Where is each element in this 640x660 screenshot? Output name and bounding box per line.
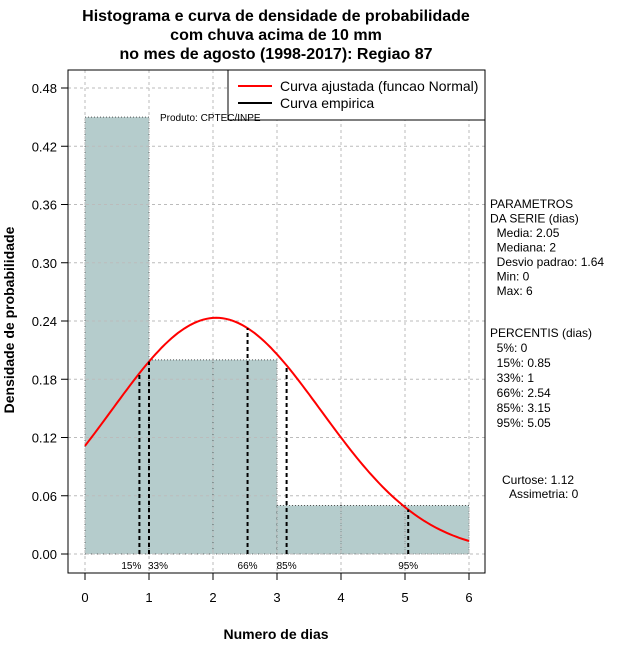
chart-title: Histograma e curva de densidade de proba…	[82, 8, 470, 25]
x-tick-label: 0	[81, 590, 88, 605]
percentil-line: PERCENTIS (dias)	[490, 326, 592, 340]
percentil-line: 33%: 1	[490, 371, 534, 385]
x-tick-label: 1	[145, 590, 152, 605]
param-line: Min: 0	[490, 270, 530, 284]
y-tick-label: 0.30	[32, 256, 57, 271]
product-annotation: Produto: CPTEC/INPE	[160, 113, 261, 124]
param-line: Max: 6	[490, 284, 533, 298]
histogram-bar	[148, 359, 214, 555]
param-line: DA SERIE (dias)	[490, 212, 579, 226]
percentil-line: 66%: 2.54	[490, 386, 551, 400]
x-tick-label: 4	[337, 590, 344, 605]
legend-box	[227, 69, 486, 121]
param-line: Media: 2.05	[490, 226, 560, 240]
histogram-bar	[276, 504, 342, 555]
y-tick-label: 0.42	[32, 139, 57, 154]
y-tick-label: 0.36	[32, 198, 57, 213]
y-tick-label: 0.48	[32, 81, 57, 96]
x-axis-label: Numero de dias	[223, 626, 328, 642]
y-axis-label: Densidade de probabilidade	[1, 226, 17, 413]
chart-title: no mes de agosto (1998-2017): Regiao 87	[120, 46, 433, 63]
y-tick-label: 0.12	[32, 431, 57, 446]
y-tick-label: 0.18	[32, 372, 57, 387]
percentil-line: 5%: 0	[490, 341, 528, 355]
percentile-label: 66%	[238, 561, 258, 572]
y-tick-label: 0.24	[32, 314, 57, 329]
percentil-line: 95%: 5.05	[490, 416, 551, 430]
histogram-bar	[340, 504, 406, 555]
y-tick-label: 0.00	[32, 547, 57, 562]
percentil-line: 85%: 3.15	[490, 401, 551, 415]
param-line: Mediana: 2	[490, 241, 556, 255]
percentile-label: 95%	[398, 561, 418, 572]
percentile-label: 85%	[277, 561, 297, 572]
legend-label: Curva ajustada (funcao Normal)	[280, 78, 478, 94]
histogram-bar	[404, 504, 470, 555]
percentil-line: 15%: 0.85	[490, 356, 551, 370]
percentile-label: 33%	[148, 561, 168, 572]
param-line: Desvio padrao: 1.64	[490, 255, 604, 269]
histogram-bar	[212, 359, 278, 555]
chart-title: com chuva acima de 10 mm	[170, 27, 382, 44]
x-tick-label: 5	[401, 590, 408, 605]
legend-label: Curva empirica	[280, 95, 374, 111]
normal-curve	[84, 316, 470, 542]
assimetria-text: Assimetria: 0	[509, 487, 579, 501]
histogram-bar	[84, 116, 150, 555]
y-tick-label: 0.06	[32, 489, 57, 504]
percentile-label: 15%	[121, 561, 141, 572]
x-tick-label: 6	[465, 590, 472, 605]
x-tick-label: 3	[273, 590, 280, 605]
curtose-text: Curtose: 1.12	[502, 473, 574, 487]
x-tick-label: 2	[209, 590, 216, 605]
param-line: PARAMETROS	[490, 197, 573, 211]
